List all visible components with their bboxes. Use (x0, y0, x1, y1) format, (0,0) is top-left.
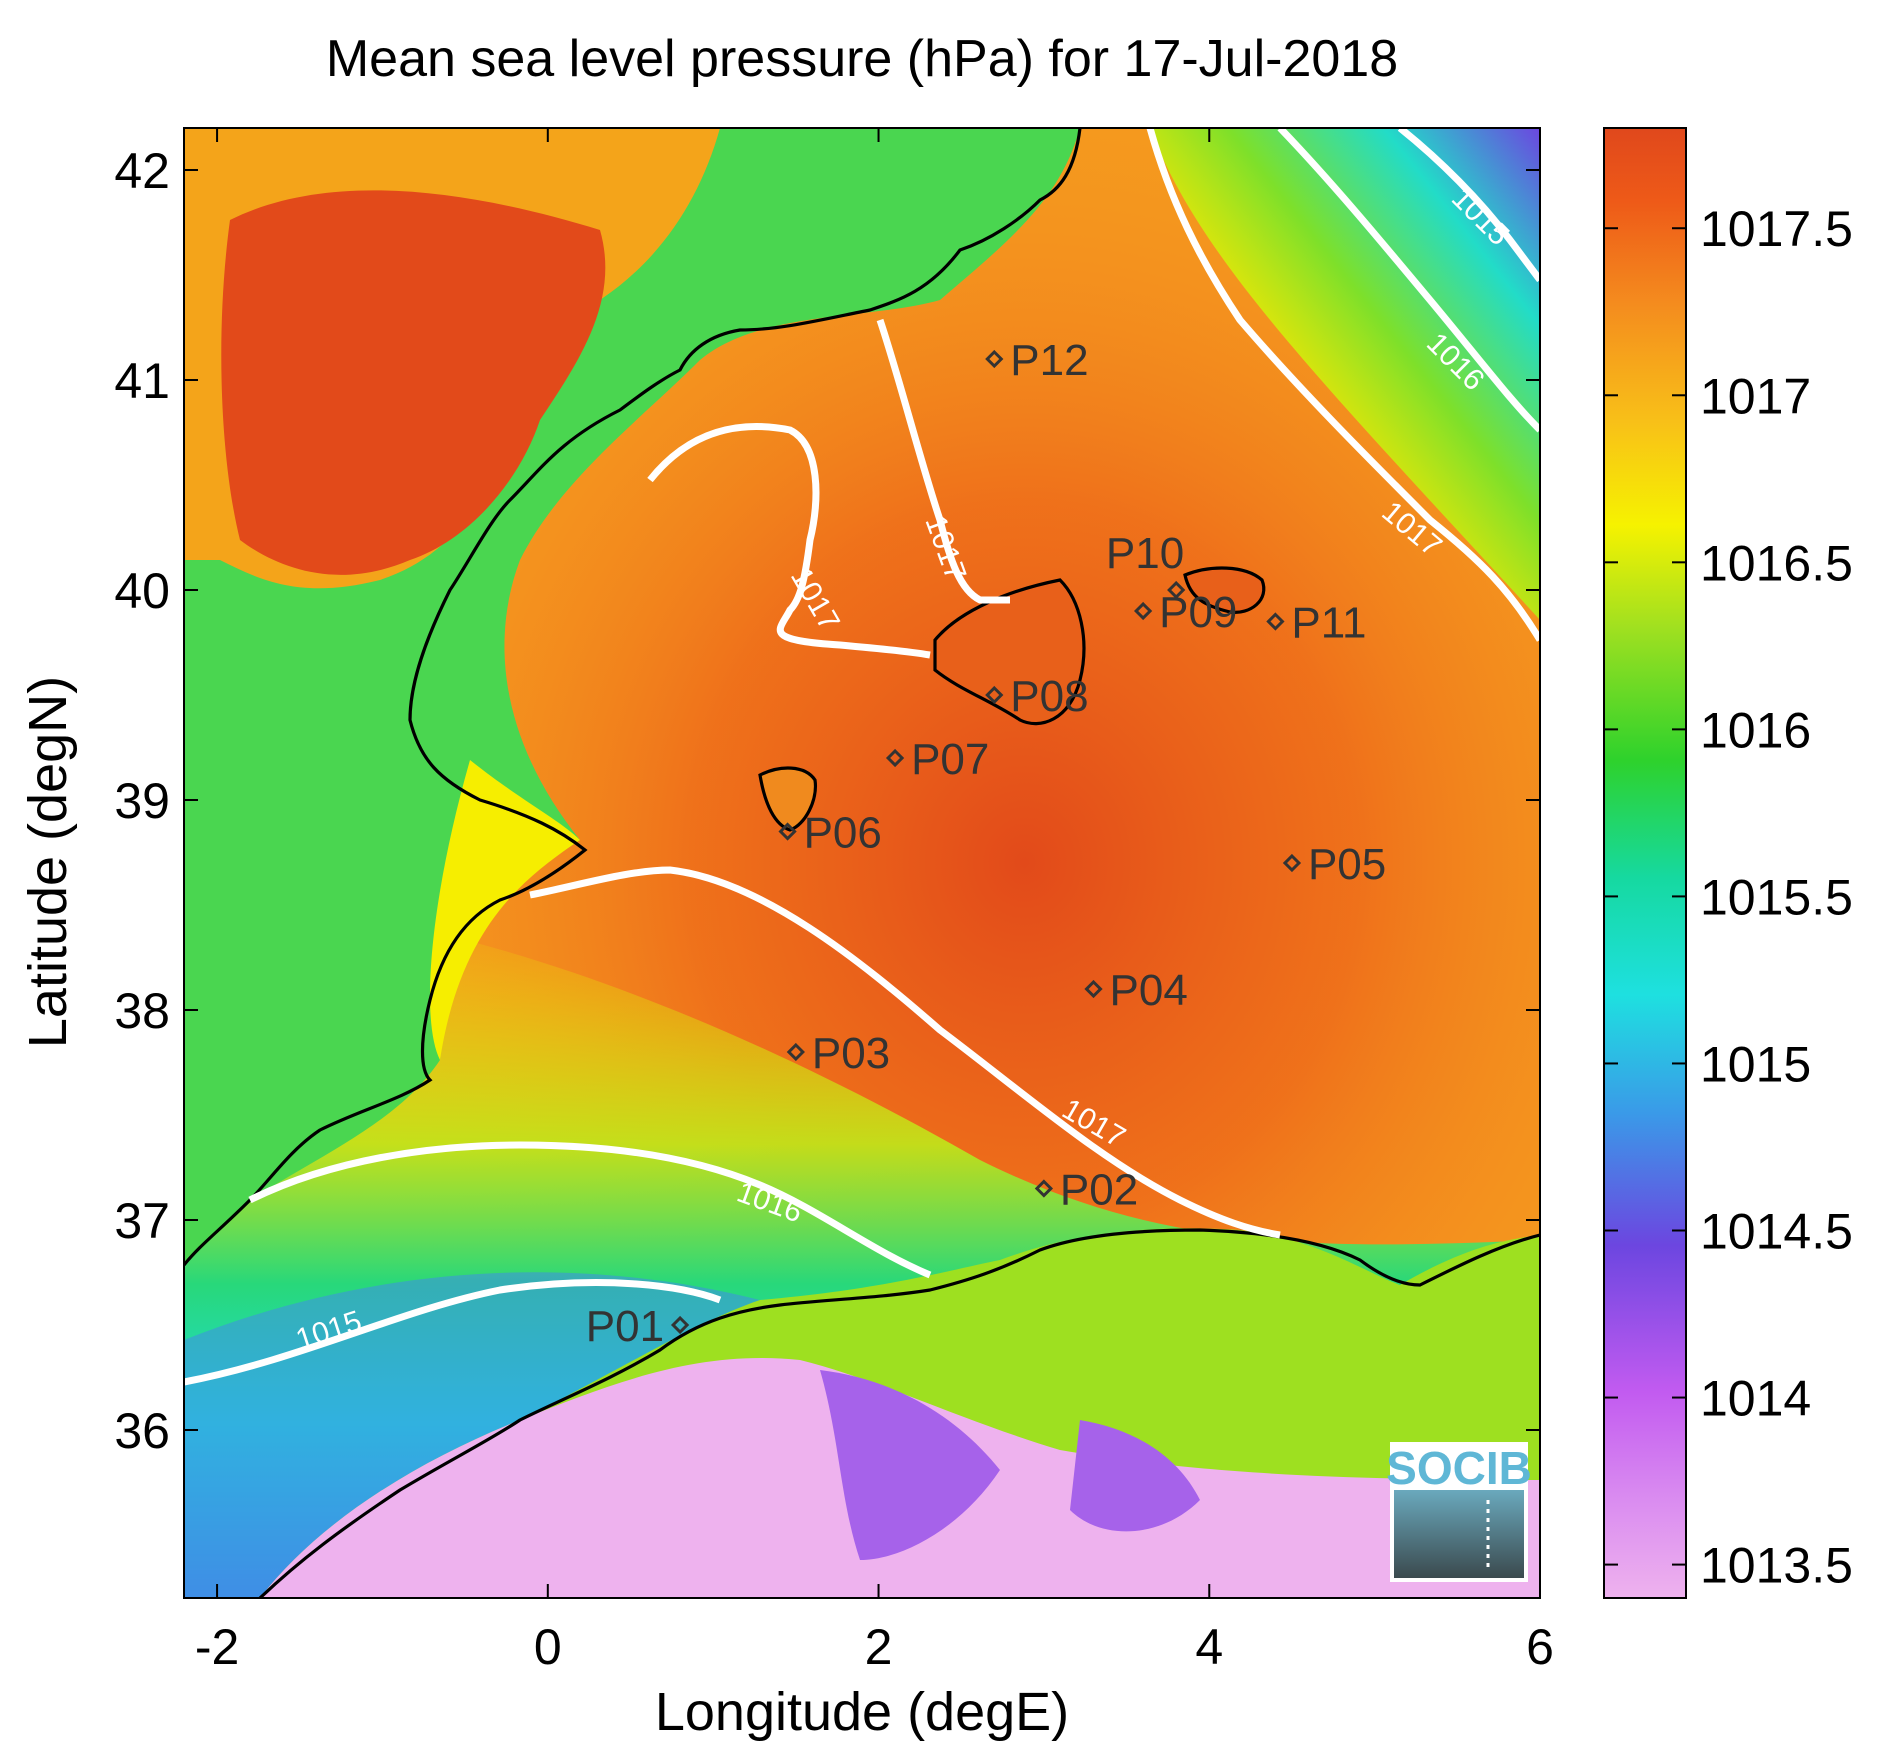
x-axis-label: Longitude (degE) (655, 1682, 1069, 1742)
station-marker (1266, 612, 1285, 631)
y-tick-label: 36 (114, 1403, 170, 1459)
y-axis-label: Latitude (degN) (18, 676, 78, 1048)
station-marker (786, 1042, 805, 1062)
colorbar-gradient (1603, 127, 1687, 1599)
x-axis-ticks: -2 0 2 4 6 (195, 128, 1554, 1675)
colorbar-tick-label: 1013.5 (1700, 1538, 1853, 1594)
y-tick-label: 42 (114, 143, 170, 199)
station-marker (670, 1315, 690, 1335)
station-p09: P09 (1133, 588, 1237, 637)
isobar-1017-west (647, 423, 931, 659)
isobar-1016-east (1277, 128, 1540, 433)
station-marker (985, 685, 1004, 705)
station-label: P08 (1010, 672, 1088, 721)
iberia-coastline (184, 128, 1082, 1266)
y-axis-ticks: 36 37 38 39 40 41 42 (114, 143, 1540, 1459)
isobar-1017-east (1146, 128, 1540, 642)
x-tick-label: 6 (1526, 1619, 1554, 1675)
colorbar-ticks: 1013.5 1014 1014.5 1015 1015.5 1016 1016.5 1017… (1604, 201, 1853, 1594)
isobar-1015-east (1397, 128, 1540, 283)
station-label: P01 (586, 1302, 664, 1351)
station-label: P09 (1159, 588, 1237, 637)
y-tick-label: 39 (114, 773, 170, 829)
station-marker (1167, 580, 1186, 600)
y-tick-label: 41 (114, 353, 170, 409)
isobar-1017-central (876, 318, 1010, 604)
menorca-coastline (1183, 566, 1266, 614)
station-marker (1034, 1179, 1054, 1198)
isobars (184, 128, 1540, 1386)
x-tick-label: 2 (865, 1619, 893, 1675)
station-p05: P05 (1282, 840, 1386, 889)
y-tick-label: 38 (114, 983, 170, 1039)
station-p03: P03 (786, 1029, 890, 1078)
mallorca (935, 580, 1084, 724)
mallorca-coastline (933, 578, 1086, 726)
colorbar: 1013.5 1014 1014.5 1015 1015.5 1016 1016.5 1017… (1603, 127, 1853, 1599)
iberia-plateau (221, 190, 606, 575)
africa-coastline (258, 1228, 1540, 1598)
station-label: P07 (911, 735, 989, 784)
isobar-1017-south (529, 866, 1281, 1239)
station-label: P12 (1010, 336, 1088, 385)
socib-logo: SOCIB (1386, 1442, 1532, 1582)
station-marker (778, 822, 797, 841)
x-tick-label: 4 (1195, 1619, 1223, 1675)
station-label: P10 (1106, 529, 1184, 578)
colorbar-tick-label: 1017.5 (1700, 201, 1853, 257)
y-tick-label: 37 (114, 1193, 170, 1249)
station-p11: P11 (1266, 599, 1366, 648)
station-p06: P06 (778, 809, 882, 858)
isobar-1016-south (248, 1141, 932, 1279)
colorbar-tick-label: 1017 (1700, 368, 1811, 424)
station-marker (1133, 601, 1153, 621)
station-p10: P10 (1106, 529, 1186, 600)
figure-title: Mean sea level pressure (hPa) for 17-Jul… (326, 30, 1398, 88)
pressure-field (184, 128, 1540, 1598)
station-label: P02 (1060, 1166, 1138, 1215)
station-label: P04 (1110, 966, 1188, 1015)
station-points: P01 P02 P03 P04 P05 P06 P07 P08 P09 P10 P11 P12 (586, 336, 1386, 1351)
station-label: P11 (1291, 599, 1366, 648)
station-p12: P12 (985, 336, 1089, 385)
station-p04: P04 (1084, 966, 1188, 1015)
x-tick-label: 0 (534, 1619, 562, 1675)
colorbar-tick-label: 1016 (1700, 702, 1811, 758)
northeast-gradient (1150, 128, 1540, 620)
colorbar-tick-label: 1015 (1700, 1036, 1811, 1092)
station-label: P05 (1308, 840, 1386, 889)
station-p08: P08 (985, 672, 1089, 721)
ibiza-coastline (758, 766, 818, 832)
station-marker (885, 748, 905, 768)
station-p01: P01 (586, 1302, 690, 1351)
station-p02: P02 (1034, 1166, 1138, 1215)
iberia-east-coast (430, 760, 580, 1060)
map-frame (183, 127, 1541, 1599)
africa-mountains (820, 1370, 1200, 1560)
colorbar-tick-label: 1014 (1700, 1371, 1811, 1427)
y-tick-label: 40 (114, 563, 170, 619)
isobar-1015-south (184, 1279, 722, 1386)
logo-text: SOCIB (1386, 1442, 1532, 1494)
station-label: P03 (812, 1029, 890, 1078)
station-p07: P07 (885, 735, 989, 784)
station-marker (1084, 979, 1103, 999)
colorbar-tick-label: 1015.5 (1700, 869, 1853, 925)
colorbar-tick-label: 1016.5 (1700, 535, 1853, 591)
station-marker (985, 349, 1004, 369)
colorbar-tick-label: 1014.5 (1700, 1204, 1853, 1260)
coastlines (184, 128, 1540, 1598)
x-tick-label: -2 (195, 1619, 239, 1675)
station-label: P06 (804, 809, 882, 858)
station-marker (1282, 853, 1302, 873)
